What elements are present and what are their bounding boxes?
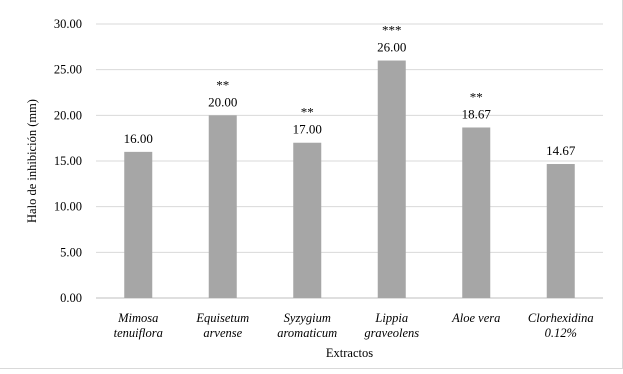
x-axis-title: Extractos: [326, 346, 373, 360]
bars: 16.00 20.00 ** 17.00 ** 26.00 *** 18.67 ** 14.67: [124, 23, 576, 299]
data-label: 18.67: [462, 106, 492, 121]
x-tick-label: Equisetum: [195, 311, 249, 325]
y-tick-label: 30.00: [54, 17, 82, 31]
bar: [293, 142, 322, 298]
x-tick-label: aromaticum: [277, 326, 337, 340]
x-tick-label: arvense: [203, 326, 242, 340]
x-tick-label: Aloe vera: [451, 311, 500, 325]
x-tick-label: Mimosa: [117, 311, 158, 325]
bar: [462, 127, 491, 298]
data-label: 16.00: [124, 131, 153, 146]
y-tick-label: 10.00: [54, 200, 82, 214]
data-label: 26.00: [377, 40, 406, 55]
data-label: 20.00: [208, 94, 237, 109]
data-label: 17.00: [293, 122, 322, 137]
bar: [208, 115, 237, 298]
x-tick-label: Lippia: [374, 311, 408, 325]
significance-mark: **: [216, 77, 229, 92]
data-label: 14.67: [546, 143, 576, 158]
y-tick-label: 5.00: [60, 245, 82, 259]
significance-mark: **: [301, 105, 314, 120]
x-tick-label: 0.12%: [545, 326, 577, 340]
y-axis-title: Halo de inhibición (mm): [25, 99, 39, 223]
x-tick-label: graveolens: [364, 326, 419, 340]
gridlines: [96, 23, 603, 299]
significance-mark: **: [470, 89, 483, 104]
y-tick-label: 20.00: [54, 108, 82, 122]
y-tick-label: 15.00: [54, 154, 82, 168]
x-tick-label: Syzygium: [284, 311, 331, 325]
significance-mark: ***: [382, 23, 402, 38]
y-tick-label: 25.00: [54, 63, 82, 77]
y-tick-label: 0.00: [60, 291, 82, 305]
bar: [124, 151, 153, 298]
bar: [546, 164, 575, 298]
x-tick-label: Clorhexidina: [528, 311, 594, 325]
y-axis-ticks: 0.00 5.00 10.00 15.00 20.00 25.00 30.00: [54, 17, 82, 305]
bar: [377, 60, 406, 299]
x-tick-label: tenuiflora: [114, 326, 163, 340]
